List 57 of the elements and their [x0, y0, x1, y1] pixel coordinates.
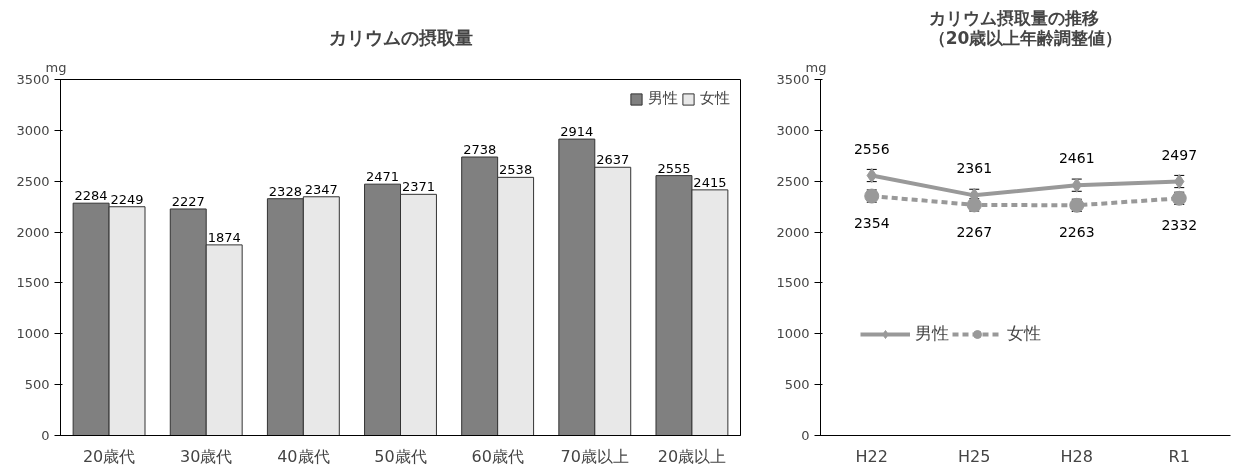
x-tick-label: 20歳以上 — [657, 446, 727, 466]
y-tick-label: 3000 — [776, 122, 810, 138]
x-tick-label: 40歳代 — [277, 446, 330, 466]
data-label: 2263 — [1058, 224, 1095, 241]
data-label: 2497 — [1161, 146, 1198, 163]
y-tick-label: 3500 — [776, 72, 810, 87]
y-axis-title: mg — [805, 59, 827, 75]
x-tick-label: H25 — [958, 446, 991, 466]
x-tick-label: 60歳代 — [471, 446, 524, 466]
data-label: 2914 — [560, 124, 594, 140]
y-tick-label: 1000 — [776, 326, 810, 342]
data-label: 2347 — [304, 181, 338, 197]
y-tick-label: 2000 — [16, 224, 50, 240]
data-label: 2461 — [1058, 150, 1095, 167]
y-tick-label: 500 — [24, 377, 50, 393]
y-tick-label: 0 — [801, 428, 810, 443]
y-tick-label: 2500 — [16, 173, 50, 189]
x-tick-label: R1 — [1168, 446, 1190, 466]
x-tick-label: 70歳以上 — [560, 446, 629, 466]
legend-label: 男性 — [915, 323, 949, 345]
data-label: 2249 — [110, 191, 144, 207]
y-tick-label: 500 — [784, 377, 810, 393]
chart-title: カリウム摂取量の推移（20歳以上年齢調整値） — [928, 7, 1123, 48]
x-tick-label: H22 — [855, 446, 888, 466]
data-label: 2471 — [365, 169, 400, 185]
data-label: 2637 — [596, 152, 630, 168]
data-label: 2538 — [499, 162, 533, 178]
x-tick-label: 30歳代 — [180, 446, 233, 466]
data-label: 2738 — [463, 142, 497, 158]
data-label: 2415 — [693, 174, 727, 190]
x-tick-label: H28 — [1060, 446, 1093, 466]
x-tick-label: 50歳代 — [374, 446, 427, 466]
y-tick-label: 1000 — [16, 326, 50, 342]
x-tick-label: 20歳代 — [82, 446, 136, 466]
y-tick-label: 3500 — [16, 72, 50, 87]
data-label: 2284 — [74, 188, 108, 204]
legend-label: 女性 — [1007, 323, 1041, 345]
data-label: 2555 — [657, 160, 691, 176]
y-tick-label: 0 — [41, 428, 50, 443]
y-tick-label: 1500 — [16, 275, 50, 291]
data-label: 2371 — [401, 179, 436, 195]
data-label: 2332 — [1161, 217, 1198, 234]
data-label: 2354 — [853, 215, 890, 232]
data-label: 1874 — [207, 229, 241, 245]
chart-title: カリウムの摂取量 — [328, 26, 473, 48]
data-label: 2328 — [268, 183, 302, 199]
legend-label: 男性 — [648, 89, 678, 108]
data-label: 2267 — [956, 223, 993, 240]
legend-label: 女性 — [700, 89, 730, 108]
data-label: 2361 — [956, 160, 993, 177]
data-label: 2556 — [853, 140, 890, 157]
y-tick-label: 3000 — [16, 122, 50, 138]
data-label: 2227 — [171, 193, 205, 209]
y-tick-label: 1500 — [776, 275, 810, 291]
y-tick-label: 2500 — [776, 173, 810, 189]
y-tick-label: 2000 — [776, 224, 810, 240]
y-axis-title: mg — [45, 59, 67, 75]
